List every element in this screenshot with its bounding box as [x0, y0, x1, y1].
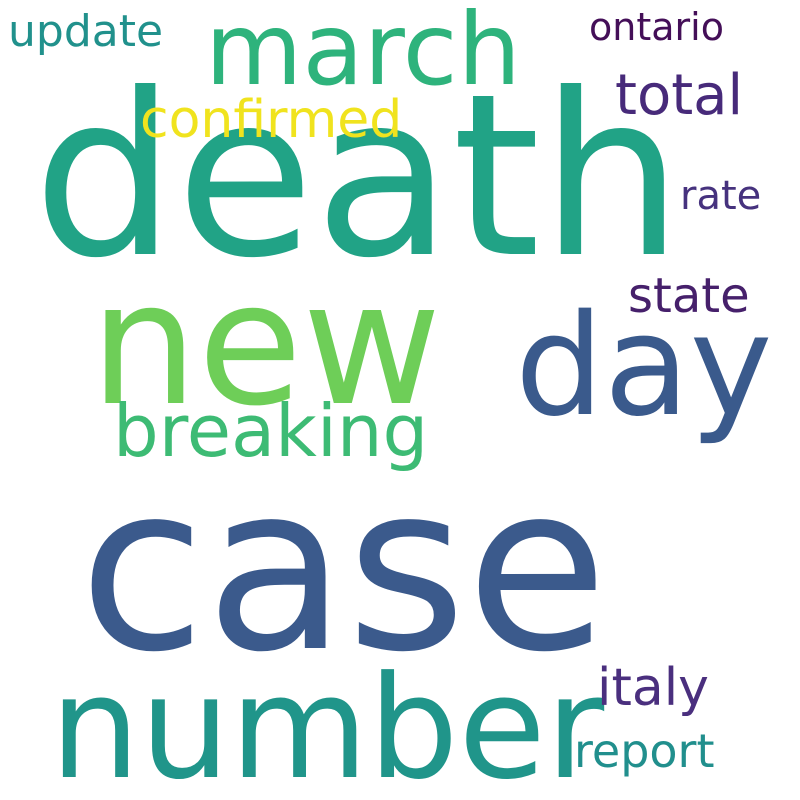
word-breaking: breaking — [113, 389, 429, 473]
word-new: new — [90, 246, 442, 444]
word-confirmed: confirmed — [140, 90, 403, 150]
word-total: total — [615, 63, 744, 128]
word-death: death — [33, 46, 683, 308]
word-ontario: ontario — [589, 5, 724, 49]
word-italy: italy — [597, 658, 709, 718]
word-day: day — [515, 285, 773, 448]
word-state: state — [628, 268, 750, 324]
word-rate: rate — [680, 173, 762, 219]
word-number: number — [50, 646, 605, 800]
word-case: case — [79, 436, 608, 703]
word-update: update — [8, 6, 164, 57]
word-report: report — [574, 724, 715, 778]
word-march: march — [205, 0, 521, 108]
